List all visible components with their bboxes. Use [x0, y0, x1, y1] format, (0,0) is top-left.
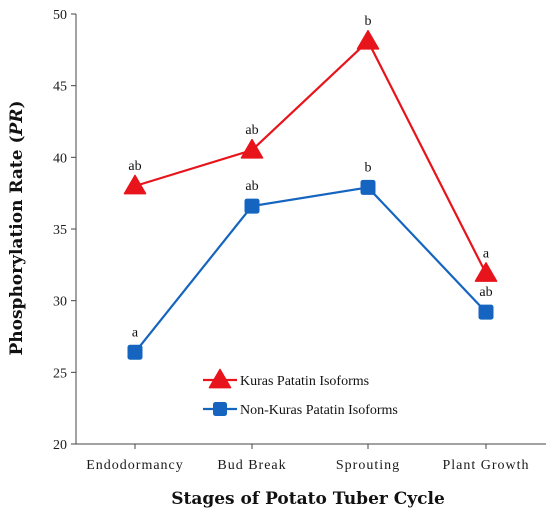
- data-label: b: [365, 160, 372, 175]
- data-point-square: [478, 304, 494, 320]
- y-tick-label: 25: [53, 366, 67, 381]
- y-tick-label: 30: [53, 295, 67, 310]
- data-label: a: [483, 246, 490, 261]
- x-tick-label: Bud Break: [217, 458, 286, 473]
- y-axis-title-suffix: ): [7, 100, 27, 108]
- data-label: a: [132, 325, 139, 340]
- series-group: ab ab b a a ab b ab: [123, 14, 498, 360]
- x-axis-ticks: Endodormancy Bud Break Sprouting Plant Grow…: [86, 444, 529, 473]
- series-line: [134, 39, 487, 274]
- y-tick-label: 50: [53, 8, 67, 23]
- y-axis-title-prefix: Phosphorylation Rate (: [7, 135, 27, 355]
- y-axis-title-italic: PR: [7, 109, 27, 137]
- y-tick-label: 20: [53, 438, 67, 453]
- legend-item: Non-Kuras Patatin Isoforms: [203, 402, 398, 418]
- data-label: ab: [479, 285, 492, 300]
- data-label: ab: [128, 159, 141, 174]
- x-axis-title: Stages of Potato Tuber Cycle: [171, 489, 445, 509]
- data-point-triangle: [123, 174, 147, 195]
- y-axis-title: Phosphorylation Rate (PR): [7, 100, 27, 355]
- legend-label: Kuras Patatin Isoforms: [240, 374, 369, 389]
- y-tick-label: 45: [53, 80, 67, 95]
- data-label: ab: [245, 123, 258, 138]
- data-point-triangle: [240, 138, 264, 159]
- data-label: ab: [245, 179, 258, 194]
- y-tick-label: 40: [53, 151, 67, 166]
- x-tick-label: Endodormancy: [86, 458, 184, 473]
- data-point-triangle: [356, 29, 380, 50]
- data-label: b: [365, 14, 372, 29]
- data-point-triangle: [474, 262, 498, 282]
- legend-item: Kuras Patatin Isoforms: [203, 368, 369, 389]
- series-line: [134, 186, 487, 353]
- y-tick-label: 35: [53, 223, 67, 238]
- series-1: a ab b ab: [127, 160, 494, 360]
- data-point-square: [360, 179, 376, 195]
- x-tick-label: Sprouting: [336, 458, 400, 473]
- legend-label: Non-Kuras Patatin Isoforms: [240, 403, 398, 418]
- y-axis-ticks: 20 25 30 35 40 45 50: [53, 8, 76, 453]
- legend-marker-square: [213, 402, 227, 416]
- legend: Kuras Patatin Isoforms Non-Kuras Patatin …: [203, 368, 398, 418]
- series-0: ab ab b a: [123, 14, 498, 282]
- x-tick-label: Plant Growth: [442, 458, 529, 473]
- data-point-square: [127, 344, 143, 360]
- legend-marker-triangle: [208, 368, 232, 389]
- data-point-square: [244, 198, 260, 214]
